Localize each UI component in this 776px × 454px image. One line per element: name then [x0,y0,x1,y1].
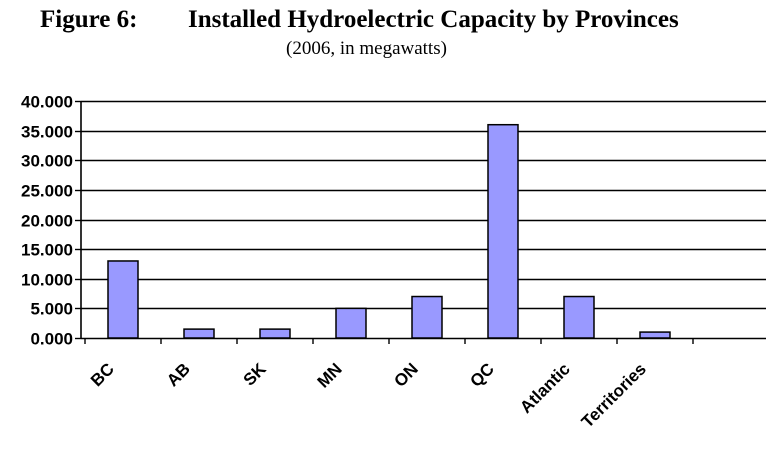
x-tick-label-atlantic: Atlantic [516,359,574,417]
x-tick-label-territories: Territories [578,359,650,431]
bars [107,123,671,339]
y-tick-label: 30.000 [21,152,73,171]
axes [75,100,766,344]
bar-qc [487,123,519,339]
figure-caption: Installed Hydroelectric Capacity by Prov… [188,6,679,33]
figure-label: Figure 6: [40,6,138,33]
x-tick-label-qc: QC [466,359,497,390]
bar-territories [639,331,671,339]
bar-ab [183,328,215,339]
x-tick-label-ab: AB [163,359,194,390]
x-tick-labels: BC AB SK MN ON QC Atlantic Territories [87,359,650,432]
bar-bc [107,260,139,339]
figure-title: Figure 6: Installed Hydroelectric Capaci… [0,6,776,36]
gridlines [81,100,766,310]
y-tick-label: 40.000 [21,93,73,112]
x-tick-label-on: ON [390,359,421,390]
bar-mn [335,307,367,339]
x-tick-label-bc: BC [87,359,118,390]
bar-sk [259,328,291,339]
y-tick-label: 25.000 [21,182,73,201]
x-tick-label-sk: SK [240,359,271,390]
x-tick-label-mn: MN [314,359,346,391]
y-tick-label: 10.000 [21,271,73,290]
bar-on [411,295,443,339]
y-tick-label: 0.000 [30,330,73,349]
y-tick-label: 15.000 [21,241,73,260]
y-tick-labels: 0.000 5.000 10.000 15.000 20.000 25.000 30.000… [21,93,73,349]
y-tick-label: 5.000 [30,300,73,319]
y-tick-label: 35.000 [21,123,73,142]
bar-atlantic [563,295,595,339]
y-tick-label: 20.000 [21,212,73,231]
figure-subtitle: (2006, in megawatts) [286,38,447,59]
